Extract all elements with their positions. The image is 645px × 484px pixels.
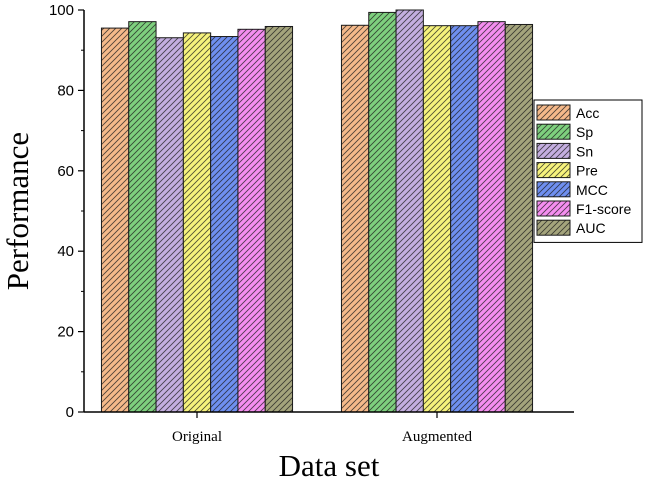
y-tick-label: 20 xyxy=(57,324,74,341)
bar-original-mcc xyxy=(210,36,239,413)
legend-label-pre: Pre xyxy=(576,163,598,179)
bar-original-auc xyxy=(264,25,294,413)
bar-augmented-pre xyxy=(422,25,452,413)
bar-augmented-mcc xyxy=(450,25,479,413)
legend-swatch-f1-score xyxy=(536,200,571,217)
y-axis-title: Performance xyxy=(0,132,35,290)
bar-augmented-sp xyxy=(368,11,397,413)
x-tick-label-original: Original xyxy=(172,429,222,445)
y-tick-label: 80 xyxy=(57,82,74,99)
bar-original-sp xyxy=(128,21,157,413)
axes-layer: 0 20 40 60 80 100 Original Augmented xyxy=(49,2,574,445)
legend-label-sn: Sn xyxy=(576,143,593,159)
legend-label-sp: Sp xyxy=(576,124,593,140)
legend: Acc Sp Sn Pre MCC F1-score AUC xyxy=(533,99,643,243)
legend-label-auc: AUC xyxy=(576,220,606,236)
bar-augmented-sn xyxy=(395,9,424,413)
x-tick-label-augmented: Augmented xyxy=(402,429,472,445)
legend-label-mcc: MCC xyxy=(576,182,608,198)
bar-original-f1-score xyxy=(237,28,266,413)
bar-augmented-acc xyxy=(340,24,370,413)
bars-layer xyxy=(100,9,534,413)
y-tick-label: 100 xyxy=(49,2,74,19)
bar-original-acc xyxy=(100,27,130,413)
y-tick-label: 60 xyxy=(57,163,74,180)
bar-augmented-auc xyxy=(504,23,534,413)
legend-swatch-mcc xyxy=(536,181,571,198)
y-tick-label: 0 xyxy=(66,404,74,421)
legend-swatch-pre xyxy=(536,162,571,179)
legend-label-f1-score: F1-score xyxy=(576,201,631,217)
bar-augmented-f1-score xyxy=(477,21,506,413)
bar-original-sn xyxy=(155,37,184,413)
legend-swatch-acc xyxy=(536,104,571,121)
bar-original-pre xyxy=(182,32,212,413)
y-tick-label: 40 xyxy=(57,243,74,260)
x-axis-title: Data set xyxy=(279,448,380,483)
legend-swatch-sn xyxy=(536,142,571,159)
legend-swatch-sp xyxy=(536,123,571,140)
legend-label-acc: Acc xyxy=(576,105,599,121)
legend-swatch-auc xyxy=(536,219,571,236)
